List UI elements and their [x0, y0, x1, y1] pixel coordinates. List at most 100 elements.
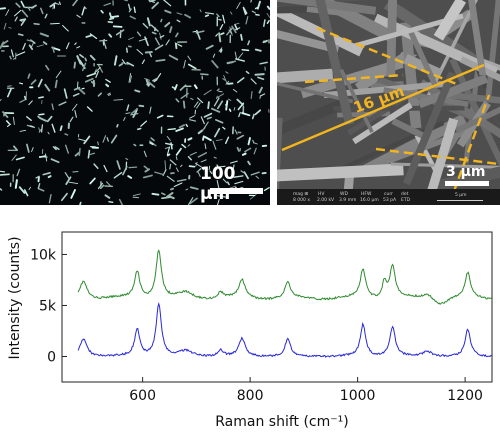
crystal-needle: [200, 73, 209, 76]
crystal-needle: [12, 57, 16, 60]
crystal-needle: [15, 156, 25, 161]
crystal-needle: [55, 70, 62, 79]
crystal-needle: [176, 12, 183, 15]
crystal-needle: [140, 120, 148, 127]
crystal-needle: [89, 54, 96, 61]
crystal-needle: [14, 179, 18, 189]
crystal-needle: [150, 24, 159, 32]
crystal-needle: [6, 123, 12, 127]
crystal-needle: [213, 97, 220, 107]
sem-crystal-plate: [277, 97, 349, 137]
crystal-needle: [127, 3, 132, 12]
crystal-needle: [45, 64, 50, 71]
crystal-needle: [37, 182, 41, 190]
crystal-needle: [151, 1, 160, 10]
crystal-needle: [230, 11, 233, 15]
crystal-needle: [161, 196, 171, 200]
crystal-needle: [215, 139, 223, 141]
crystal-needle: [143, 150, 147, 158]
crystal-needle: [107, 92, 111, 96]
crystal-needle: [123, 0, 128, 2]
crystal-needle: [247, 137, 251, 146]
crystal-needle: [65, 42, 70, 50]
crystal-needle: [234, 27, 241, 31]
sem-crystal-plate: [277, 0, 377, 15]
crystal-needle: [81, 62, 87, 72]
crystal-needle: [238, 111, 241, 118]
sem-info-scale: 5 μm: [455, 193, 467, 198]
crystal-needle: [176, 19, 181, 23]
crystal-needle: [194, 162, 204, 169]
crystal-needle: [197, 97, 204, 104]
crystal-needle: [104, 194, 111, 199]
x-axis-label: Raman shift (cm⁻¹): [215, 414, 348, 430]
darkfield-scale-label: 100 μm: [200, 164, 236, 204]
crystal-needle: [144, 36, 149, 47]
sem-info-value: 2.00 kV: [317, 198, 335, 203]
crystal-needle: [64, 133, 69, 136]
crystal-needle: [128, 8, 132, 13]
crystal-needle: [60, 192, 68, 202]
sem-crystal-plate: [403, 53, 442, 79]
darkfield-micrograph: 100 μm: [0, 0, 270, 205]
crystal-needle: [250, 0, 253, 3]
crystal-needle: [79, 53, 85, 59]
crystal-needle: [237, 102, 245, 111]
crystal-needle: [168, 195, 175, 200]
crystal-needle: [253, 142, 258, 145]
crystal-needle: [118, 63, 123, 67]
crystal-needle: [247, 160, 251, 166]
crystal-needle: [138, 104, 145, 108]
chart-series-group: [77, 249, 492, 358]
crystal-needle: [136, 49, 144, 55]
sem-crystal-plate: [468, 0, 487, 76]
crystal-needle: [234, 22, 240, 25]
crystal-needle: [84, 77, 94, 83]
crystal-needle: [42, 172, 51, 176]
sem-crystal-plate: [277, 68, 334, 84]
crystal-needle: [203, 121, 209, 130]
crystal-needle: [88, 152, 96, 156]
crystal-needle: [16, 168, 21, 177]
plot-frame: [61, 231, 493, 383]
crystal-needle: [111, 15, 120, 18]
crystal-needle: [52, 46, 55, 53]
crystal-needle: [185, 188, 189, 191]
crystal-needle: [47, 131, 50, 135]
crystal-needle: [8, 26, 12, 29]
crystal-needle: [48, 193, 52, 204]
sem-info-header: mag ⊞: [293, 192, 309, 197]
crystal-needle: [230, 160, 238, 164]
crystal-needle: [222, 78, 227, 81]
crystal-needle: [121, 62, 129, 65]
sem-crystal-plate: [386, 0, 398, 78]
crystal-needle: [166, 153, 171, 157]
crystal-needle: [234, 129, 238, 135]
crystal-needle: [250, 171, 260, 176]
crystal-needle: [81, 7, 85, 16]
crystal-needle: [211, 60, 219, 69]
crystal-needle: [19, 18, 27, 22]
crystal-needle: [0, 173, 10, 176]
crystal-needle: [2, 111, 9, 118]
crystal-needle: [30, 4, 37, 9]
sem-crystal-plate: [306, 6, 357, 18]
crystal-needle: [220, 32, 225, 36]
crystal-needle: [11, 154, 17, 161]
crystal-needle: [245, 70, 250, 75]
crystal-needle: [102, 135, 107, 143]
crystal-needle: [219, 48, 223, 53]
crystal-needle: [241, 48, 250, 52]
crystal-needle: [189, 119, 197, 122]
crystal-needle: [236, 77, 245, 84]
sem-info-header: HFW: [361, 192, 372, 197]
crystal-needle: [252, 139, 255, 144]
crystal-needle: [152, 77, 158, 82]
crystal-needle: [156, 114, 164, 119]
crystal-needle: [90, 81, 96, 85]
crystal-needle: [148, 51, 153, 58]
crystal-needle: [126, 61, 135, 67]
crystal-needle: [251, 10, 257, 14]
sem-crystal-plate: [277, 81, 354, 104]
